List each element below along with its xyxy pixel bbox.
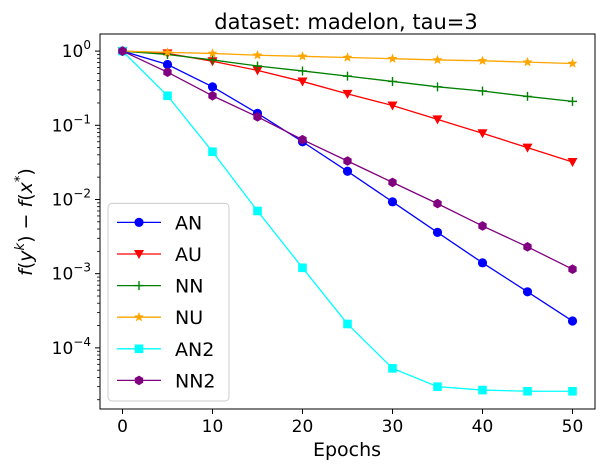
data-point-nu bbox=[432, 54, 443, 65]
data-point-nn2 bbox=[208, 90, 217, 101]
data-point-an bbox=[567, 316, 578, 326]
data-point-an2 bbox=[298, 263, 307, 273]
axes-frame bbox=[99, 33, 596, 410]
legend-label-nn: NN bbox=[175, 276, 203, 298]
data-point-an bbox=[342, 166, 353, 176]
y-axis-ticks: 10−4 10−3 10−2 10−1 100 bbox=[52, 38, 100, 401]
data-point-an bbox=[477, 258, 488, 268]
data-point-nu bbox=[387, 53, 398, 63]
y-tick-label: 10−2 bbox=[52, 186, 91, 210]
series-an bbox=[117, 46, 578, 326]
x-axis-ticks: 0 10 20 30 40 50 bbox=[117, 409, 583, 437]
data-point-nn2 bbox=[478, 221, 487, 231]
data-point-an bbox=[207, 82, 218, 92]
data-point-nn2 bbox=[388, 177, 397, 188]
y-tick-label: 10−1 bbox=[52, 112, 91, 136]
series-line-au bbox=[122, 50, 573, 163]
data-point-nn2 bbox=[298, 134, 307, 145]
data-point-au bbox=[252, 66, 263, 76]
data-point-au bbox=[522, 143, 533, 153]
x-axis-label: Epochs bbox=[313, 439, 381, 461]
data-point-nn bbox=[478, 86, 487, 96]
legend-label-nu: NU bbox=[175, 307, 203, 329]
legend-item-nu: NU bbox=[117, 307, 203, 329]
data-point-nu bbox=[342, 52, 353, 62]
legend-marker-nn bbox=[134, 281, 144, 291]
data-point-an bbox=[162, 59, 173, 70]
legend-label-au: AU bbox=[175, 244, 202, 266]
data-point-au bbox=[567, 158, 578, 168]
data-point-nn2 bbox=[253, 112, 262, 122]
data-point-nn2 bbox=[568, 264, 577, 274]
data-point-nn bbox=[253, 61, 262, 71]
legend-item-nn2: NN2 bbox=[117, 370, 216, 392]
data-point-an2 bbox=[568, 386, 577, 396]
legend-label-an2: AN2 bbox=[175, 339, 214, 361]
data-point-nn bbox=[298, 66, 307, 76]
data-point-nu bbox=[477, 55, 488, 66]
data-point-nn2 bbox=[523, 242, 532, 252]
legend-item-an: AN bbox=[117, 212, 202, 234]
data-point-nn bbox=[568, 96, 577, 106]
legend-marker-an bbox=[134, 217, 144, 227]
data-point-nu bbox=[297, 51, 308, 61]
legend-marker-nu bbox=[134, 312, 144, 322]
data-point-an2 bbox=[388, 364, 397, 373]
legend-label-an: AN bbox=[175, 212, 202, 234]
data-point-an2 bbox=[208, 147, 217, 157]
series-au bbox=[117, 47, 578, 168]
series-nn2 bbox=[118, 46, 577, 274]
data-point-au bbox=[297, 77, 308, 87]
y-tick-label: 10−3 bbox=[52, 261, 91, 285]
x-tick-label: 20 bbox=[292, 417, 314, 437]
legend-label-nn2: NN2 bbox=[175, 370, 216, 392]
data-point-nn bbox=[208, 55, 217, 65]
data-point-nu bbox=[162, 47, 173, 57]
x-tick-label: 40 bbox=[472, 417, 494, 437]
data-point-an2 bbox=[343, 319, 352, 329]
legend-item-an2: AN2 bbox=[117, 339, 214, 361]
legend-item-au: AU bbox=[117, 244, 202, 266]
data-point-an2 bbox=[523, 386, 532, 396]
data-point-au bbox=[477, 129, 488, 139]
data-point-au bbox=[342, 89, 353, 99]
data-point-nu bbox=[522, 56, 533, 67]
data-point-au bbox=[432, 115, 443, 125]
y-tick-label: 10−4 bbox=[52, 335, 91, 359]
data-point-nn2 bbox=[163, 67, 172, 77]
legend-item-nn: NN bbox=[117, 276, 203, 298]
legend-marker-an2 bbox=[134, 344, 144, 354]
data-point-nn2 bbox=[433, 198, 442, 209]
plot-area bbox=[117, 45, 578, 396]
data-point-nu bbox=[207, 48, 218, 58]
x-tick-label: 50 bbox=[562, 417, 584, 437]
data-point-nn2 bbox=[118, 46, 127, 56]
data-point-nn2 bbox=[343, 156, 352, 166]
data-point-an2 bbox=[478, 385, 487, 395]
y-tick-label: 100 bbox=[62, 38, 91, 62]
data-point-nu bbox=[567, 58, 578, 68]
chart-title: dataset: madelon, tau=3 bbox=[214, 10, 477, 34]
data-point-nn bbox=[523, 91, 532, 101]
series-nn bbox=[118, 46, 577, 106]
data-point-nn bbox=[433, 82, 442, 92]
x-tick-label: 0 bbox=[117, 417, 128, 437]
data-point-an2 bbox=[433, 382, 442, 391]
data-point-nu bbox=[252, 50, 263, 60]
data-point-an bbox=[432, 227, 443, 238]
data-point-an2 bbox=[163, 91, 172, 101]
data-point-au bbox=[387, 101, 398, 111]
legend-marker-au bbox=[134, 250, 144, 259]
data-point-an bbox=[387, 197, 398, 207]
y-axis-label: f(yk) − f(x*) bbox=[13, 168, 37, 276]
x-tick-label: 30 bbox=[382, 417, 404, 437]
x-tick-label: 10 bbox=[202, 417, 224, 437]
data-point-an2 bbox=[253, 206, 262, 216]
data-point-nn bbox=[343, 71, 352, 81]
legend-marker-nn2 bbox=[134, 375, 144, 386]
data-point-an bbox=[522, 287, 533, 297]
legend: AN AU NN NU AN2 NN2 bbox=[107, 202, 230, 402]
data-point-nn bbox=[388, 76, 397, 86]
